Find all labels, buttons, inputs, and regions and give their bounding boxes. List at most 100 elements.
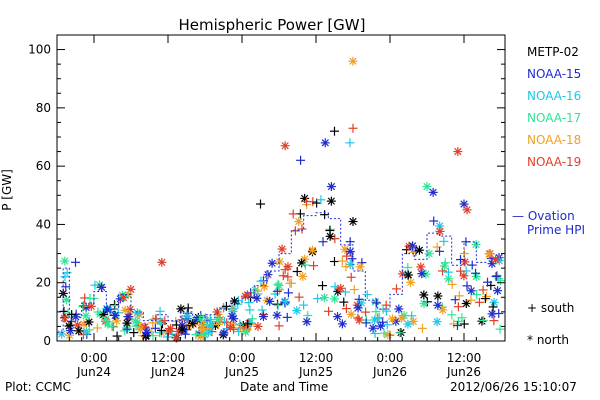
data-point [361,318,371,328]
data-point [368,323,378,333]
data-point [267,258,277,268]
data-point [73,320,83,330]
data-point [453,302,463,312]
data-point [439,236,449,246]
data-point [481,292,491,302]
data-point [346,272,356,282]
data-point [294,217,304,227]
data-point [84,317,94,327]
data-point [122,318,132,328]
data-point-highlight [462,205,472,215]
data-point [432,317,442,327]
data-point [282,312,292,322]
data-point [419,290,429,300]
data-point [347,254,357,264]
data-point [150,323,160,333]
data-point-highlight [326,182,336,192]
data-point [252,293,262,303]
data-point [362,290,372,300]
data-point [492,271,502,281]
data-point [345,237,355,247]
data-point [274,281,284,291]
data-point [467,260,477,270]
data-point [155,306,165,316]
data-point [79,301,89,311]
data-point [292,306,302,316]
data-point [447,279,457,289]
data-point [353,303,363,313]
data-point [277,244,287,254]
data-point [346,309,356,319]
data-point [361,307,371,317]
plot-frame [56,34,506,342]
data-point [240,291,250,301]
data-point [229,296,239,306]
y-tick-label: 80 [36,101,51,115]
data-point [244,298,254,308]
data-point [341,262,351,272]
data-point [414,245,424,255]
data-point [319,293,329,303]
data-point-highlight [348,123,358,133]
data-point [142,327,152,337]
data-point [391,284,401,294]
data-point [495,276,505,286]
data-point-highlight [428,187,438,197]
legend-entry-noaa-19: NOAA-19 [527,155,581,169]
data-point [191,330,201,340]
data-point [119,293,129,303]
data-point [342,251,352,261]
data-point [177,324,187,334]
data-point [424,249,434,259]
data-point [416,262,426,272]
data-point [278,271,288,281]
data-point [455,255,465,265]
legend-north-marker: * north [527,333,569,347]
data-point [297,258,307,268]
data-point [280,297,290,307]
data-point [495,324,505,334]
data-point [435,226,445,236]
data-point [272,310,282,320]
plot-timestamp: 2012/06/26 15:10:07 [450,380,577,394]
data-point-highlight [422,182,432,192]
data-point [183,303,193,313]
data-point [336,283,346,293]
data-point [491,255,501,265]
data-point [229,324,239,334]
data-point [103,319,113,329]
x-axis-label: Date and Time [240,380,329,394]
data-point [274,321,284,331]
data-point [488,302,498,312]
data-point [283,272,293,282]
legend-ovation-line2: Prime HPI [527,223,585,237]
data-point [265,296,275,306]
legend-entry-noaa-16: NOAA-16 [527,89,581,103]
data-point [440,258,450,268]
data-point [301,196,311,206]
data-point [443,267,453,277]
data-point [283,262,293,272]
data-point [340,287,350,297]
data-point [478,285,488,295]
data-point [330,282,340,292]
data-point [65,326,75,336]
data-point [303,311,313,321]
data-point [320,210,330,220]
x-tick-label-date: Jun25 [224,365,259,379]
data-point [371,307,381,317]
data-point [408,241,418,251]
data-point [61,282,71,292]
legend-entry-noaa-17: NOAA-17 [527,111,581,125]
data-point [493,286,503,296]
data-point [471,268,481,278]
data-point [472,290,482,300]
data-point [78,301,88,311]
data-point [92,323,102,333]
x-tick-label-date: Jun24 [76,365,111,379]
data-point-highlight [330,126,339,136]
x-tick-label-date: Jun24 [150,365,185,379]
data-point [107,321,117,331]
x-tick-label-date: Jun26 [446,365,481,379]
data-point [450,295,460,305]
